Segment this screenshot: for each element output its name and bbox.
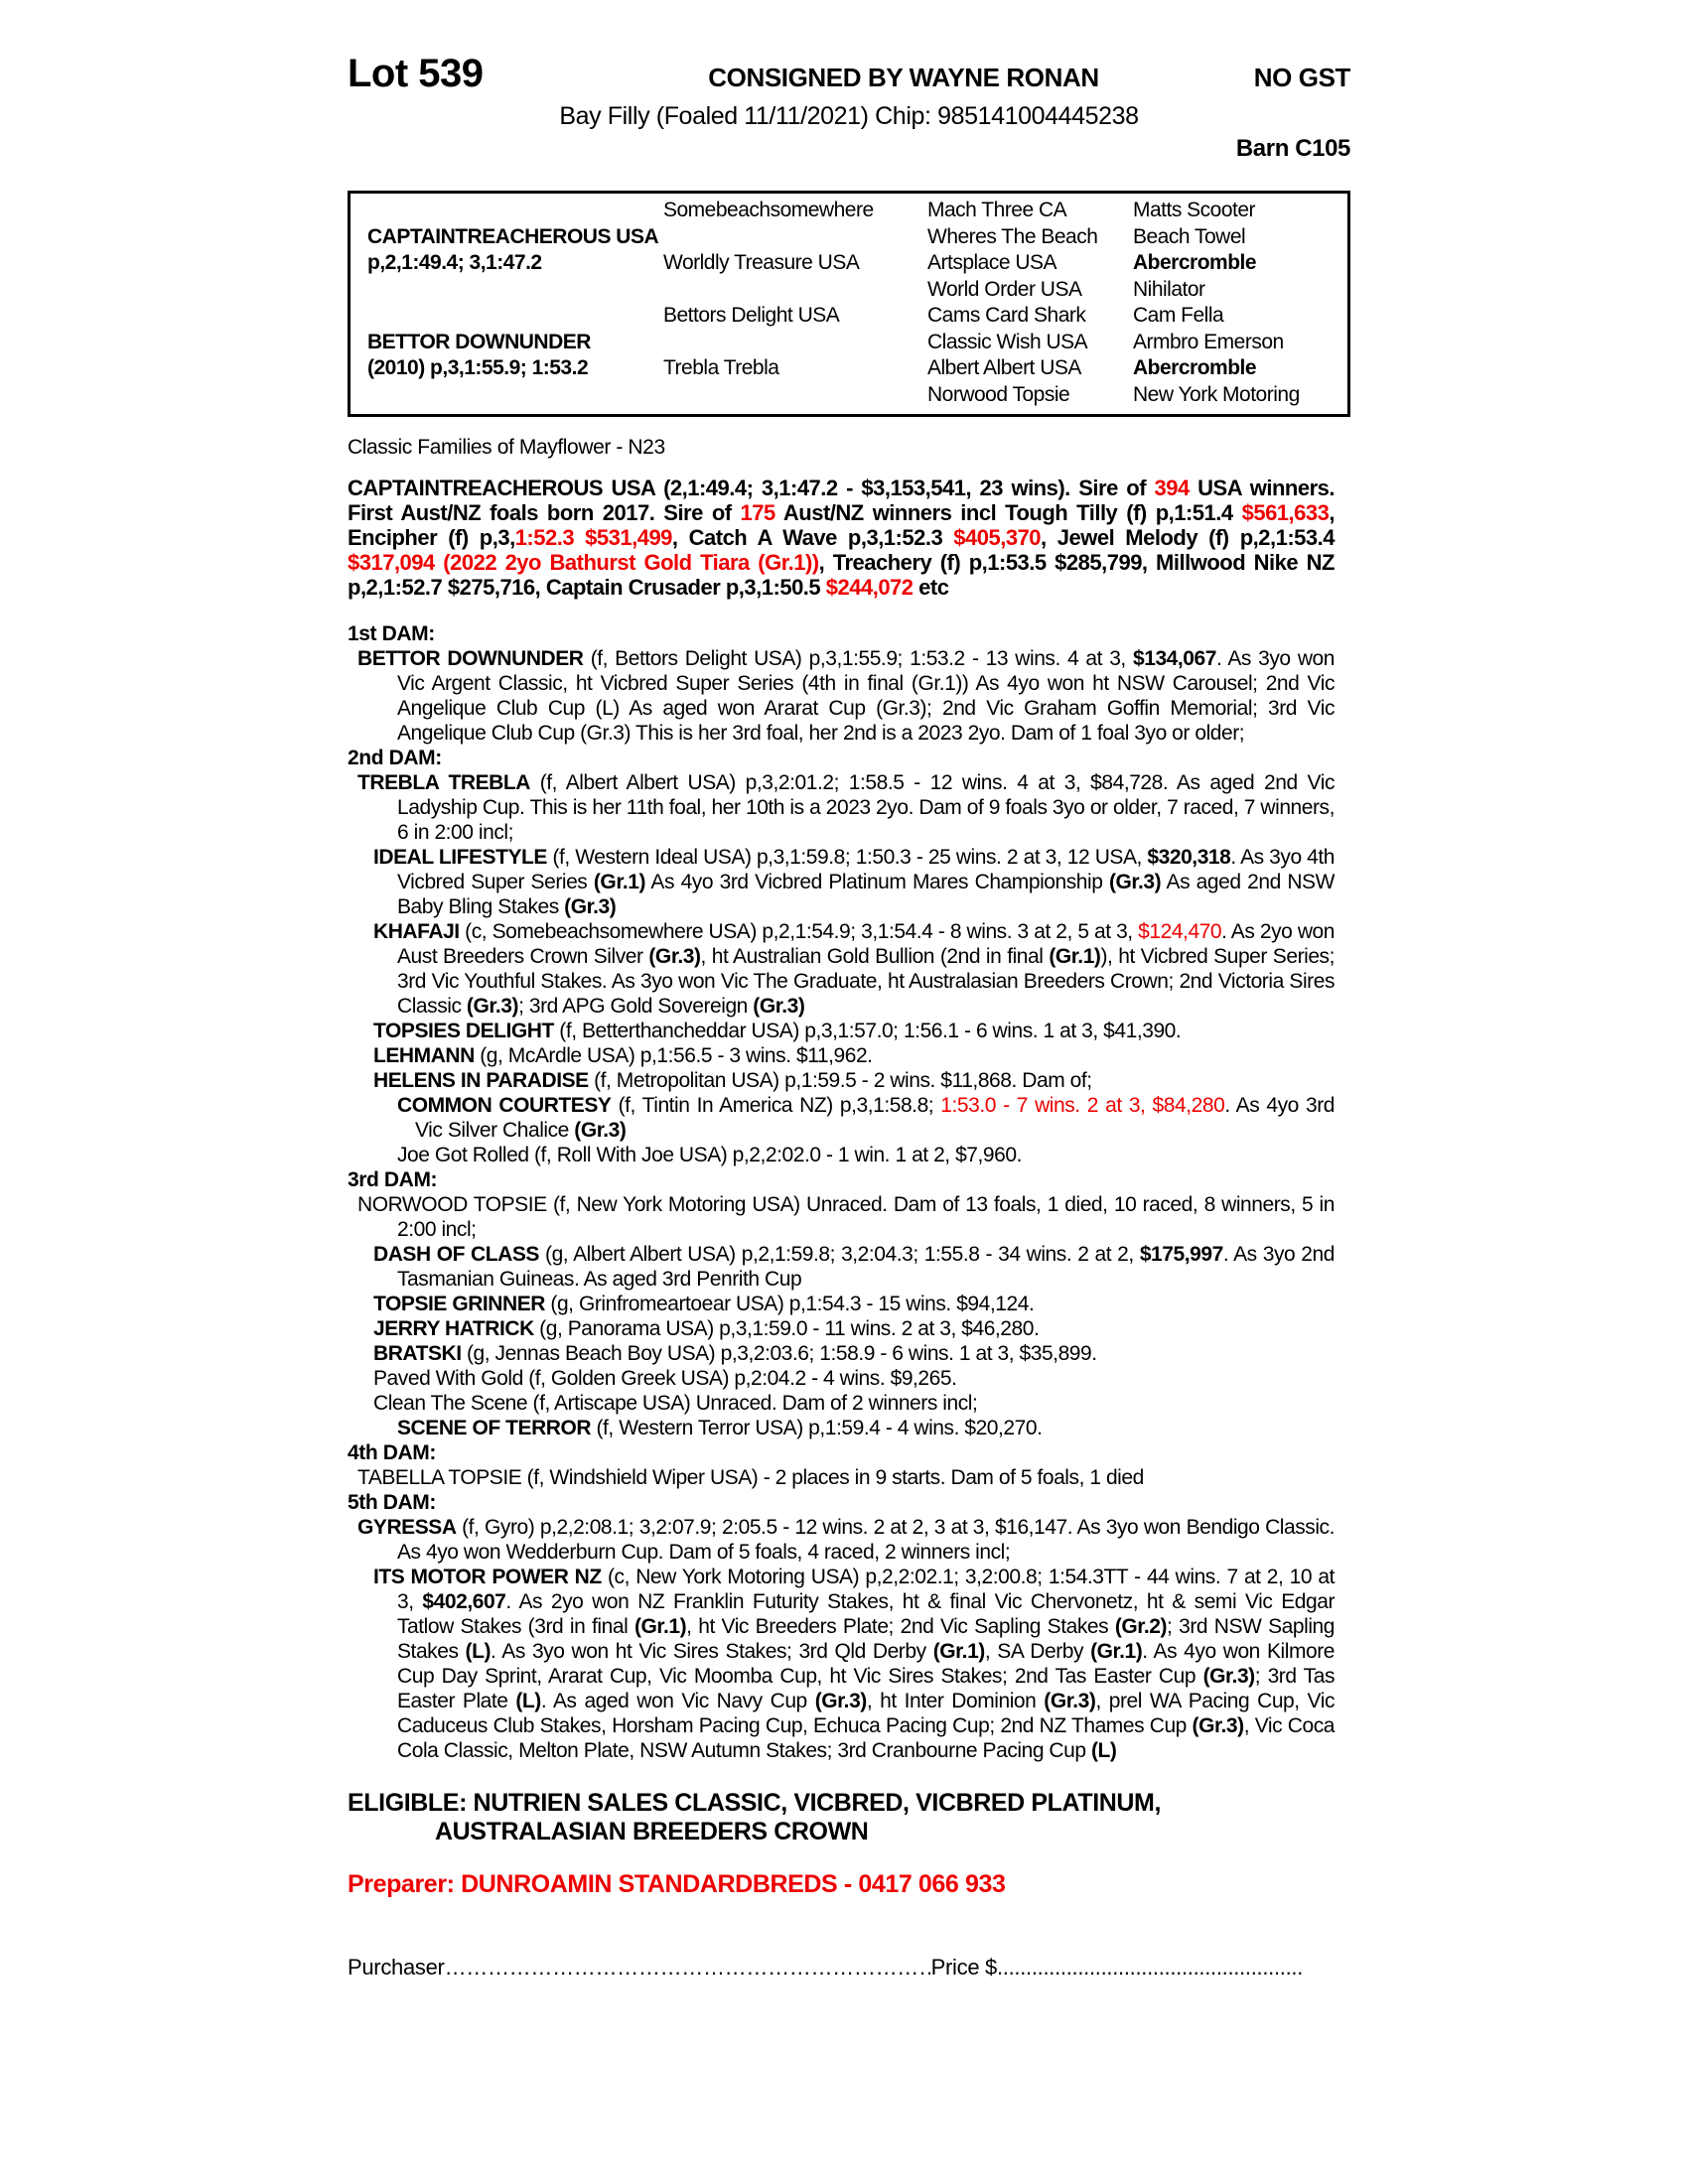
pedigree-cell: Mach Three CA [927, 199, 1067, 221]
dam-entry-trebla-trebla: TREBLA TREBLA (f, Albert Albert USA) p,3… [357, 771, 1335, 844]
dam-header-2: 2nd DAM: [348, 747, 442, 769]
dam-entry-jerry-hatrick: JERRY HATRICK (g, Panorama USA) p,3,1:59… [373, 1317, 1040, 1340]
eligible-line-1: ELIGIBLE: NUTRIEN SALES CLASSIC, VICBRED… [348, 1789, 1162, 1817]
dam-entry-tabella-topsie: TABELLA TOPSIE (f, Windshield Wiper USA)… [357, 1466, 1144, 1489]
pedigree-cell: Bettors Delight USA [663, 304, 840, 327]
pedigree-cell [663, 382, 927, 409]
dam-entry-common-courtesy: COMMON COURTESY (f, Tintin In America NZ… [397, 1094, 1335, 1142]
pedigree-cell: Cam Fella [1133, 304, 1224, 327]
purchaser-line: Purchaser ………………………………………………………………………………… [348, 1955, 1350, 1980]
pedigree-cell-dam-name: BETTOR DOWNUNDER [367, 330, 591, 353]
barn-number: Barn C105 [1235, 135, 1351, 162]
pedigree-cell [663, 277, 927, 304]
dam-entry-helens-in-paradise: HELENS IN PARADISE (f, Metropolitan USA)… [373, 1069, 1092, 1092]
pedigree-cell: Abercromble [1133, 251, 1257, 274]
pedigree-cell [663, 224, 927, 251]
pedigree-cell-sire-name: CAPTAINTREACHEROUS USA [367, 224, 659, 248]
preparer-line: Preparer: DUNROAMIN STANDARDBREDS - 0417… [348, 1870, 1006, 1898]
pedigree-cell: Matts Scooter [1133, 199, 1256, 221]
gst-note: NO GST [1253, 63, 1351, 92]
pedigree-cell: Somebeachsomewhere [663, 199, 874, 221]
dam-entry-topsie-grinner: TOPSIE GRINNER (g, Grinfromeartoear USA)… [373, 1293, 1035, 1315]
dam-entry-lehmann: LEHMANN (g, McArdle USA) p,1:56.5 - 3 wi… [373, 1044, 873, 1067]
lot-number: Lot 539 [348, 52, 484, 95]
pedigree-cell: Artsplace USA [927, 251, 1057, 274]
catalogue-page: Lot 539 CONSIGNED BY WAYNE RONAN NO GST … [348, 52, 1350, 1980]
purchaser-blank: …………………………………………………………………………………………………….. [444, 1955, 931, 1979]
horse-description: Bay Filly (Foaled 11/11/2021) Chip: 9851… [559, 102, 1139, 130]
pedigree-cell [663, 330, 927, 356]
pedigree-cell: New York Motoring [1133, 382, 1300, 406]
dam-entry-bratski: BRATSKI (g, Jennas Beach Boy USA) p,3,2:… [373, 1342, 1097, 1365]
pedigree-cell: Abercromble [1133, 356, 1257, 379]
pedigree-cell [351, 198, 663, 224]
pedigree-cell: Albert Albert USA [927, 356, 1081, 379]
pedigree-table: Somebeachsomewhere Mach Three CA Matts S… [348, 191, 1350, 417]
dam-sections: 1st DAM: BETTOR DOWNUNDER (f, Bettors De… [348, 621, 1350, 1763]
pedigree-cell: Armbro Emerson [1133, 330, 1284, 353]
dam-entry-topsies-delight: TOPSIES DELIGHT (f, Betterthancheddar US… [373, 1020, 1182, 1042]
dam-entry-ideal-lifestyle: IDEAL LIFESTYLE (f, Western Ideal USA) p… [373, 846, 1335, 918]
dam-header-1: 1st DAM: [348, 622, 435, 645]
eligibility-block: ELIGIBLE: NUTRIEN SALES CLASSIC, VICBRED… [348, 1789, 1350, 1846]
dam-entry-norwood-topsie: NORWOOD TOPSIE (f, New York Motoring USA… [357, 1193, 1335, 1241]
pedigree-cell: Cams Card Shark [927, 304, 1086, 327]
dam-entry-paved-with-gold: Paved With Gold (f, Golden Greek USA) p,… [373, 1367, 957, 1390]
dam-header-3: 3rd DAM: [348, 1168, 438, 1191]
page-header: Lot 539 CONSIGNED BY WAYNE RONAN NO GST [348, 52, 1350, 96]
dam-entry-dash-of-class: DASH OF CLASS (g, Albert Albert USA) p,2… [373, 1243, 1335, 1291]
pedigree-cell: Classic Wish USA [927, 330, 1088, 353]
family-note: Classic Families of Mayflower - N23 [348, 436, 665, 459]
dam-entry-gyressa: GYRESSA (f, Gyro) p,2,2:08.1; 3,2:07.9; … [357, 1516, 1335, 1564]
price-blank: ........................................… [997, 1955, 1305, 1979]
pedigree-cell: Trebla Trebla [663, 356, 779, 379]
dam-entry-its-motor-power: ITS MOTOR POWER NZ (c, New York Motoring… [373, 1566, 1336, 1762]
dam-entry-bettor-downunder: BETTOR DOWNUNDER (f, Bettors Delight USA… [357, 647, 1335, 745]
pedigree-cell-dam-record: (2010) p,3,1:55.9; 1:53.2 [367, 356, 589, 379]
sire-summary: CAPTAINTREACHEROUS USA (2,1:49.4; 3,1:47… [348, 476, 1336, 600]
pedigree-cell: Norwood Topsie [927, 382, 1070, 406]
pedigree-cell [351, 382, 663, 409]
pedigree-cell-sire-record: p,2,1:49.4; 3,1:47.2 [367, 251, 542, 274]
pedigree-cell: Worldly Treasure USA [663, 251, 860, 274]
pedigree-cell [351, 303, 663, 330]
consignor-title: CONSIGNED BY WAYNE RONAN [708, 63, 1099, 92]
eligible-line-2: AUSTRALASIAN BREEDERS CROWN [435, 1818, 869, 1845]
purchaser-label: Purchaser [348, 1955, 445, 1979]
pedigree-cell: Wheres The Beach [927, 224, 1098, 248]
dam-entry-scene-of-terror: SCENE OF TERROR (f, Western Terror USA) … [397, 1417, 1043, 1439]
dam-entry-khafaji: KHAFAJI (c, Somebeachsomewhere USA) p,2,… [373, 920, 1335, 1018]
dam-header-4: 4th DAM: [348, 1441, 436, 1464]
pedigree-cell: Nihilator [1133, 277, 1205, 301]
pedigree-cell: World Order USA [927, 277, 1082, 301]
dam-header-5: 5th DAM: [348, 1491, 436, 1514]
pedigree-cell: Beach Towel [1133, 224, 1246, 248]
dam-entry-joe-got-rolled: Joe Got Rolled (f, Roll With Joe USA) p,… [397, 1144, 1022, 1166]
dam-entry-clean-the-scene: Clean The Scene (f, Artiscape USA) Unrac… [373, 1392, 978, 1415]
pedigree-cell [351, 277, 663, 304]
price-label: Price $ [930, 1955, 998, 1979]
